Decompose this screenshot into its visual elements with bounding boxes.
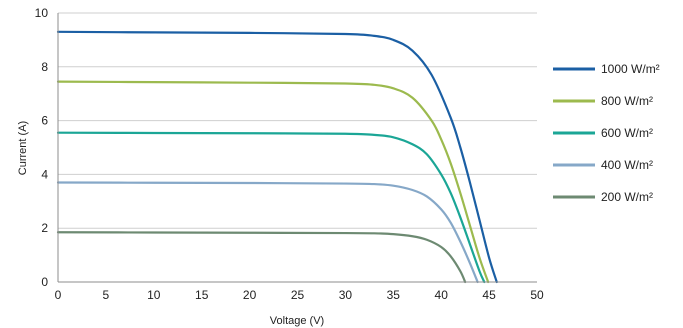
- legend-label: 400 W/m²: [601, 158, 653, 172]
- x-tick-label: 30: [339, 288, 353, 302]
- series-line: [56, 80, 490, 284]
- x-tick-label: 25: [291, 288, 305, 302]
- y-tick-label: 2: [41, 221, 48, 235]
- y-tick-label: 8: [41, 60, 48, 74]
- series-line: [56, 181, 479, 284]
- y-tick-label: 6: [41, 114, 48, 128]
- x-tick-label: 50: [530, 288, 544, 302]
- x-tick-label: 45: [482, 288, 496, 302]
- legend-label: 600 W/m²: [601, 126, 653, 140]
- x-axis-ticks: 0 5 10 15 20 25 30 35 40 45 50: [55, 288, 544, 302]
- x-axis-title: Voltage (V): [270, 315, 324, 327]
- series-line: [56, 30, 498, 284]
- x-tick-label: 40: [435, 288, 449, 302]
- series-lines: [56, 30, 498, 284]
- axes: [57, 13, 537, 283]
- y-tick-label: 10: [35, 6, 49, 20]
- x-tick-label: 10: [147, 288, 161, 302]
- y-tick-label: 4: [41, 167, 48, 181]
- y-tick-label: 0: [41, 275, 48, 289]
- legend-label: 1000 W/m²: [601, 62, 660, 76]
- x-tick-label: 5: [103, 288, 110, 302]
- legend: 1000 W/m² 800 W/m² 600 W/m² 400 W/m² 200 W/m…: [553, 62, 660, 204]
- x-tick-label: 0: [55, 288, 62, 302]
- grid-lines: [58, 12, 537, 229]
- y-axis-ticks: 0 2 4 6 8 10: [35, 6, 49, 289]
- y-axis-title: Current (A): [17, 121, 29, 175]
- x-tick-label: 20: [243, 288, 257, 302]
- x-tick-label: 35: [387, 288, 401, 302]
- series-line: [56, 231, 467, 284]
- legend-label: 200 W/m²: [601, 190, 653, 204]
- x-tick-label: 15: [195, 288, 209, 302]
- series-line: [56, 131, 486, 284]
- legend-label: 800 W/m²: [601, 94, 653, 108]
